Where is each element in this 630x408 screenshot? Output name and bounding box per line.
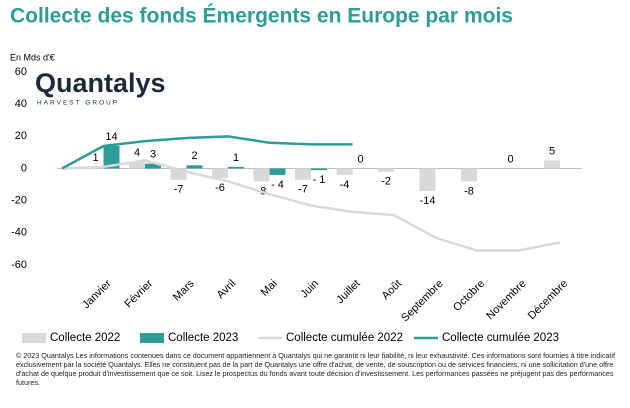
bar	[212, 168, 228, 179]
legend-label: Collecte cumulée 2023	[442, 332, 559, 344]
bar	[253, 168, 270, 182]
bar	[419, 168, 436, 192]
data-label: 1	[92, 152, 98, 164]
data-label: -14	[420, 195, 436, 207]
unit-label: En Mds d'€	[10, 52, 55, 62]
chart: Collecte des fonds Émergents en Europe p…	[10, 5, 582, 344]
x-tick-label: Octobre	[451, 278, 487, 314]
data-label: 2	[191, 150, 197, 162]
bar	[378, 168, 394, 172]
logo-tagline: HARVEST GROUP	[37, 100, 119, 107]
disclaimer: © 2023 Quantalys Les informations conten…	[16, 351, 616, 387]
bar	[170, 168, 187, 180]
bar	[269, 168, 286, 175]
x-tick-label: Mars	[171, 277, 197, 303]
bar	[103, 145, 120, 169]
x-tick-label: Janvier	[80, 277, 114, 311]
line	[61, 159, 561, 252]
data-label: 4	[134, 147, 140, 159]
x-tick-label: Avril	[215, 278, 238, 301]
bar	[228, 166, 244, 169]
x-tick-label: Février	[122, 277, 155, 310]
bar	[186, 165, 203, 169]
x-tick-label: Novembre	[484, 278, 528, 322]
data-label: 14	[105, 131, 117, 143]
bar	[311, 168, 327, 171]
y-tick-label: 60	[15, 66, 27, 78]
data-label: -2	[381, 176, 391, 188]
bar	[295, 168, 311, 180]
x-tick-label: Août	[380, 278, 404, 302]
bar	[544, 160, 560, 169]
data-label: 5	[549, 145, 555, 157]
bar	[461, 168, 477, 182]
chart-title: Collecte des fonds Émergents en Europe p…	[10, 5, 513, 28]
legend-swatch	[22, 333, 46, 343]
legend-swatch	[140, 333, 164, 343]
x-tick-label: Décembre	[526, 278, 570, 322]
x-tick-label: Mai	[259, 278, 280, 299]
legend-label: Collecte 2023	[168, 332, 238, 344]
data-label: -7	[174, 184, 184, 196]
data-label: -4	[340, 179, 350, 191]
legend-label: Collecte cumulée 2022	[286, 332, 403, 344]
data-label: - 4	[271, 179, 284, 191]
data-label: 0	[507, 153, 513, 165]
y-tick-label: 0	[21, 162, 27, 174]
y-tick-label: -40	[11, 227, 27, 239]
data-label: 1	[233, 152, 239, 164]
x-tick-label: Juin	[298, 278, 321, 301]
y-tick-label: -60	[11, 259, 27, 271]
data-label: 0	[357, 153, 363, 165]
legend-label: Collecte 2022	[50, 332, 120, 344]
x-tick-label: Septembre	[399, 278, 446, 325]
bar	[145, 163, 161, 169]
data-label: - 1	[313, 174, 326, 186]
data-label: 3	[150, 149, 156, 161]
x-tick-label: Juillet	[334, 278, 362, 306]
bar	[336, 168, 353, 175]
y-tick-label: 40	[15, 98, 27, 110]
y-tick-label: 20	[15, 130, 27, 142]
data-label: -8	[464, 185, 474, 197]
bar	[129, 162, 145, 169]
line	[61, 135, 353, 170]
y-tick-label: -20	[11, 195, 27, 207]
data-label: -6	[215, 182, 225, 194]
data-label: -7	[298, 184, 308, 196]
logo-name: Quantalys	[35, 68, 166, 98]
